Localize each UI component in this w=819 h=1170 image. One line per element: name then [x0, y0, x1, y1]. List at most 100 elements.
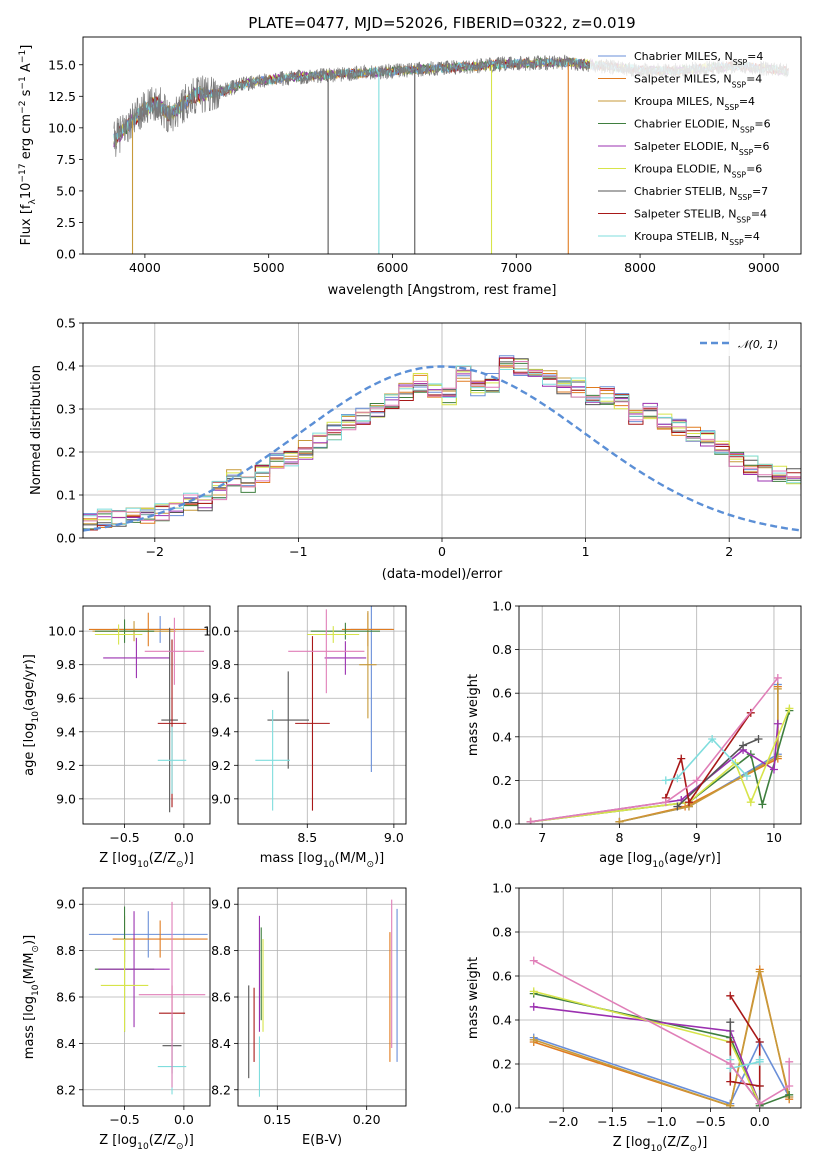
hist-axes-xtick-label: −1	[289, 544, 307, 559]
spectrum-axes-xtick-label: 5000	[253, 260, 285, 275]
mass-age-axes-xtick-label: 8.5	[297, 830, 317, 845]
age-weight-axes-marker	[769, 765, 778, 774]
z-mass-axes: −0.5 0.08.28.48.68.89.0Z [log10(Z/Z⊙)]mas…	[22, 887, 211, 1152]
hist-normal-curve	[83, 365, 801, 532]
mass-age-axes-frame	[237, 605, 407, 825]
mass-age-axes-plot	[255, 606, 394, 811]
spectrum-legend-label-part: SSP	[739, 148, 754, 157]
ebv-mass-axes-frame	[237, 887, 407, 1107]
hist-axes-ytick-label: 0.3	[56, 402, 76, 417]
hist-axes-ytick-label: 0.2	[56, 445, 76, 460]
spectrum-ylabel: Flux [fλ10−17 erg cm−2 s−1 A−1]	[18, 45, 38, 246]
spectrum-legend-label: Chabrier MILES, NSSP=4	[634, 50, 763, 67]
z-age-axes-ytick-label: 9.2	[56, 758, 76, 773]
z-weight-axes-marker	[785, 1057, 794, 1066]
z-age-axes-ytick-label: 9.0	[56, 791, 76, 806]
spectrum-legend-label-part: Chabrier STELIB, N	[634, 185, 738, 198]
z-weight-axes-ytick-label: 0.4	[492, 1013, 512, 1028]
spectrum-legend-label-part: Chabrier ELODIE, N	[634, 118, 740, 131]
spectrum-legend-label-part: SSP	[729, 238, 744, 247]
hist-legend-label: 𝒩(0, 1)	[738, 338, 778, 351]
z-age-axes-xlabel-part: (Z/Z	[149, 851, 176, 866]
age-weight-axes-marker	[673, 802, 682, 811]
hist-legend-bg	[690, 330, 796, 356]
hist-axes-plot	[83, 355, 801, 532]
z-weight-axes-xtick-label: −1.0	[646, 1114, 676, 1129]
spectrum-legend-label-part: Salpeter ELODIE, N	[634, 140, 739, 153]
ebv-mass-axes-xtick-label: 0.20	[353, 1112, 381, 1127]
mass-age-axes-xtick-label: 9.0	[384, 830, 404, 845]
z-weight-axes-marker	[785, 1082, 794, 1090]
age-weight-axes-ytick-label: 0.2	[492, 773, 512, 788]
age-weight-axes-marker	[758, 800, 767, 809]
ebv-mass-axes-ytick-label: 8.2	[211, 1082, 231, 1097]
spectrum-ylabel-part: ]	[19, 45, 34, 50]
spectrum-ylabel-part: −17	[18, 163, 28, 182]
age-weight-axes-ylabel: mass weight	[466, 674, 481, 756]
hist-axes-xtick-label: 2	[725, 544, 733, 559]
z-weight-axes-marker	[529, 956, 538, 965]
mass-age-axes-ytick-label: 9.6	[211, 691, 231, 706]
age-weight-axes-xtick-label: 9	[693, 830, 701, 845]
spectrum-axes-plot	[113, 54, 789, 254]
z-mass-axes-ytick-label: 9.0	[56, 897, 76, 912]
z-weight-axes-ytick-label: 0.0	[492, 1101, 512, 1116]
spectrum-legend-label: Kroupa ELODIE, NSSP=6	[634, 163, 762, 180]
spectrum-legend-label-part: =4	[746, 73, 762, 86]
ebv-mass-axes-ytick-label: 8.4	[211, 1036, 231, 1051]
z-mass-axes-ytick-label: 8.6	[56, 990, 76, 1005]
spectrum-axes-xtick-label: 7000	[500, 260, 532, 275]
z-weight-axes-marker	[726, 991, 735, 1000]
z-age-axes-xlabel: Z [log10(Z/Z⊙)]	[99, 851, 194, 870]
z-weight-axes-marker	[755, 967, 764, 976]
mass-age-axes-ytick-label: 9.0	[211, 791, 231, 806]
z-age-axes-frame	[82, 605, 211, 825]
spectrum-legend-label-part: Salpeter STELIB, N	[634, 208, 736, 221]
age-weight-axes-xlabel: age [log10(age/yr)]	[599, 851, 721, 870]
spectrum-ylabel-part: 10	[19, 183, 34, 200]
hist-axes-ytick-label: 0.5	[56, 316, 76, 331]
z-weight-axes-xlabel-part: ⊙	[690, 1144, 698, 1154]
spectrum-legend-label-part: SSP	[724, 103, 739, 112]
age-weight-axes-marker	[773, 673, 782, 682]
z-age-axes-ytick-label: 9.6	[56, 691, 76, 706]
age-weight-axes-marker	[677, 754, 686, 763]
z-age-axes-xlabel-part: ⊙	[176, 860, 184, 870]
spectrum-legend-label-part: Kroupa ELODIE, N	[634, 163, 732, 176]
z-mass-axes-xlabel: Z [log10(Z/Z⊙)]	[99, 1133, 194, 1152]
ebv-mass-axes-ytick-label: 9.0	[211, 897, 231, 912]
hist-axes-ytick-label: 0.0	[56, 531, 76, 546]
spectrum-ylabel-part: A	[19, 63, 34, 76]
z-age-axes-xlabel-part: )]	[184, 851, 194, 866]
z-weight-axes-line	[533, 990, 761, 1104]
spectrum-legend-label-part: =4	[747, 50, 763, 63]
age-weight-axes-marker	[746, 798, 755, 807]
spectrum-xlabel: wavelength [Angstrom, rest frame]	[328, 283, 557, 298]
spectrum-title: PLATE=0477, MJD=52026, FIBERID=0322, z=0…	[248, 14, 635, 32]
spectrum-legend-label-part: =4	[739, 95, 755, 108]
z-age-axes: −0.5 0.09.09.29.49.69.810.0Z [log10(Z/Z⊙)…	[22, 605, 211, 870]
spectrum-legend-label-part: SSP	[732, 80, 747, 89]
spectrum-axes-frame	[82, 36, 802, 255]
z-mass-axes-xlabel-part: (Z/Z	[149, 1133, 176, 1148]
age-weight-axes-frame	[518, 605, 802, 825]
z-weight-axes-marker	[726, 1101, 735, 1108]
spectrum-axes: 4000 5000 6000 7000 8000 9000 0.0 2.5 5.0 7.5 10.0…	[18, 14, 802, 298]
z-weight-axes-ytick-label: 1.0	[492, 881, 512, 896]
spectrum-ylabel-part: erg cm	[19, 114, 34, 163]
z-age-axes-ylabel-part: (age/yr)]	[22, 654, 37, 711]
age-weight-axes-line	[530, 677, 779, 823]
z-age-axes-xtick-label: −0.5	[109, 830, 139, 845]
ebv-mass-axes: 0.15 0.20 8.2 8.4 8.6 8.8 9.0 E(B-V)	[211, 887, 407, 1148]
mass-age-axes-xlabel: mass [log10(M/M⊙)]	[260, 851, 384, 870]
age-weight-axes-ytick-label: 0.8	[492, 642, 512, 657]
z-weight-axes-ytick-label: 0.8	[492, 925, 512, 940]
age-weight-axes-marker	[785, 704, 794, 713]
mass-age-axes: 8.5 9.0 9.0 9.2 9.4 9.6 9.8 10.0 mass [log10(M/M…	[203, 605, 407, 870]
spectrum-axes-ytick-label: 12.5	[48, 89, 76, 104]
z-weight-axes: −2.0 −1.5 −1.0 −0.5 0.0 0.0 0.2 0.4 0.6 0.8 1.0 Z […	[466, 881, 802, 1154]
hist-step	[83, 361, 801, 522]
age-weight-axes-marker	[684, 798, 693, 807]
